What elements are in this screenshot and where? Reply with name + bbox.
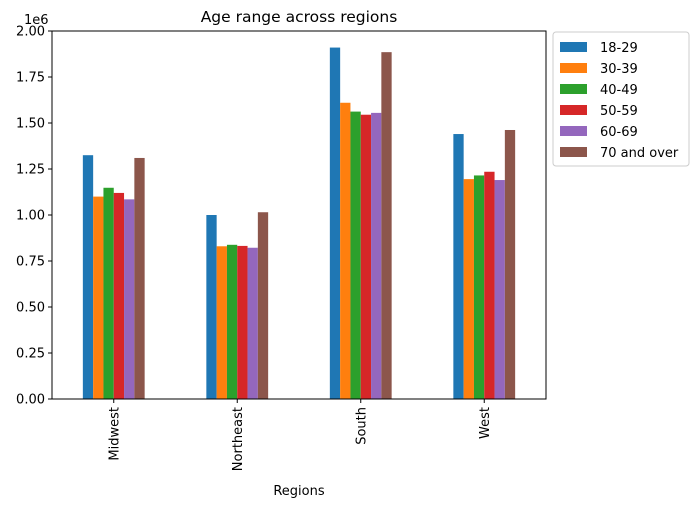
bar-midwest-70-and-over — [134, 157, 145, 399]
legend-swatch — [560, 147, 587, 157]
legend-label: 40-49 — [600, 83, 638, 98]
bar-west-30-39 — [463, 179, 474, 399]
legend-swatch — [560, 105, 587, 115]
y-tick-label: 0.00 — [16, 393, 45, 408]
bar-west-40-49 — [473, 175, 485, 399]
y-tick-label: 1.50 — [16, 117, 45, 132]
y-axis-multiplier: 1e6 — [24, 13, 49, 28]
y-tick-label: 1.25 — [16, 163, 45, 178]
bars-group — [82, 47, 516, 400]
bar-midwest-30-39 — [93, 196, 104, 399]
bar-midwest-60-69 — [124, 199, 135, 399]
legend-swatch — [560, 63, 587, 73]
legend-swatch — [560, 42, 587, 52]
y-tick-label: 0.25 — [16, 347, 45, 362]
y-tick-label: 0.75 — [16, 255, 45, 270]
bar-south-40-49 — [350, 111, 361, 399]
bar-northeast-70-and-over — [257, 212, 269, 399]
bar-west-70-and-over — [504, 129, 516, 399]
bar-northeast-50-59 — [237, 245, 248, 399]
y-tick-label: 1.00 — [16, 209, 45, 224]
bar-west-18-29 — [453, 134, 464, 400]
legend-label: 70 and over — [600, 146, 679, 161]
y-axis: 0.00 0.25 0.50 0.75 1.00 1.25 1.50 1.75 2.00 — [16, 25, 52, 408]
bar-south-70-and-over — [381, 52, 392, 399]
x-tick-label: South — [354, 407, 369, 445]
x-axis-label: Regions — [273, 484, 325, 499]
bar-midwest-40-49 — [103, 187, 114, 399]
bar-northeast-60-69 — [247, 247, 258, 399]
bar-south-30-39 — [340, 102, 351, 399]
bar-west-50-59 — [484, 171, 495, 399]
bar-west-60-69 — [494, 180, 505, 399]
x-tick-label: Midwest — [107, 407, 122, 461]
bar-south-18-29 — [329, 47, 341, 400]
x-axis: Midwest Northeast South West — [107, 399, 493, 471]
legend-label: 30-39 — [600, 62, 638, 77]
bar-midwest-50-59 — [113, 192, 125, 399]
y-tick-label: 2.00 — [16, 25, 45, 40]
y-tick-label: 1.75 — [16, 71, 45, 86]
legend-label: 50-59 — [600, 104, 638, 119]
legend-swatch — [560, 84, 587, 94]
chart-title: Age range across regions — [201, 8, 398, 26]
bar-south-50-59 — [360, 114, 372, 399]
bar-midwest-18-29 — [82, 155, 94, 399]
bar-south-60-69 — [371, 112, 382, 399]
bar-northeast-40-49 — [226, 244, 238, 399]
bar-northeast-30-39 — [216, 246, 227, 399]
plot-frame — [51, 30, 547, 400]
y-tick-label: 0.50 — [16, 301, 45, 316]
bar-northeast-18-29 — [206, 215, 217, 399]
x-tick-label: Northeast — [231, 407, 246, 471]
legend: 18-29 30-39 40-49 50-59 60-69 70 and over — [552, 31, 690, 167]
x-tick-label: West — [478, 407, 493, 439]
legend-label: 60-69 — [600, 125, 638, 140]
legend-swatch — [560, 126, 587, 136]
legend-label: 18-29 — [600, 41, 638, 56]
